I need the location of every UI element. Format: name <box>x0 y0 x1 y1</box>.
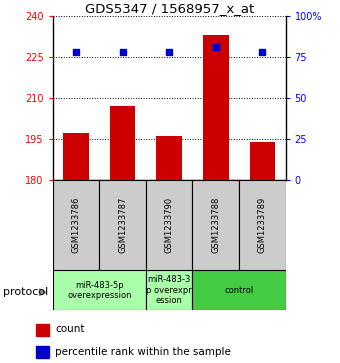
Bar <box>192 180 239 270</box>
Bar <box>156 136 182 180</box>
Text: GSM1233789: GSM1233789 <box>258 197 267 253</box>
Point <box>213 45 219 50</box>
Text: miR-483-3
p overexpr
ession: miR-483-3 p overexpr ession <box>146 276 192 305</box>
Text: count: count <box>55 324 85 334</box>
Bar <box>239 180 286 270</box>
Bar <box>146 270 192 310</box>
Point <box>260 49 265 55</box>
Bar <box>110 106 135 180</box>
Text: control: control <box>224 286 254 295</box>
Point <box>120 49 125 55</box>
Bar <box>250 142 275 180</box>
Bar <box>192 270 286 310</box>
Point <box>73 49 79 55</box>
Text: percentile rank within the sample: percentile rank within the sample <box>55 347 231 357</box>
Title: GDS5347 / 1568957_x_at: GDS5347 / 1568957_x_at <box>85 2 254 15</box>
Bar <box>36 346 49 358</box>
Bar <box>203 36 228 180</box>
Bar <box>63 134 89 180</box>
Bar <box>146 180 192 270</box>
Bar <box>36 324 49 336</box>
Text: GSM1233787: GSM1233787 <box>118 197 127 253</box>
Bar <box>53 270 146 310</box>
Text: GSM1233790: GSM1233790 <box>165 197 174 253</box>
Text: GSM1233788: GSM1233788 <box>211 197 220 253</box>
Text: GSM1233786: GSM1233786 <box>71 197 81 253</box>
Bar <box>53 180 99 270</box>
Text: protocol: protocol <box>3 287 49 297</box>
Point <box>167 49 172 55</box>
Bar <box>99 180 146 270</box>
Text: miR-483-5p
overexpression: miR-483-5p overexpression <box>67 281 132 300</box>
